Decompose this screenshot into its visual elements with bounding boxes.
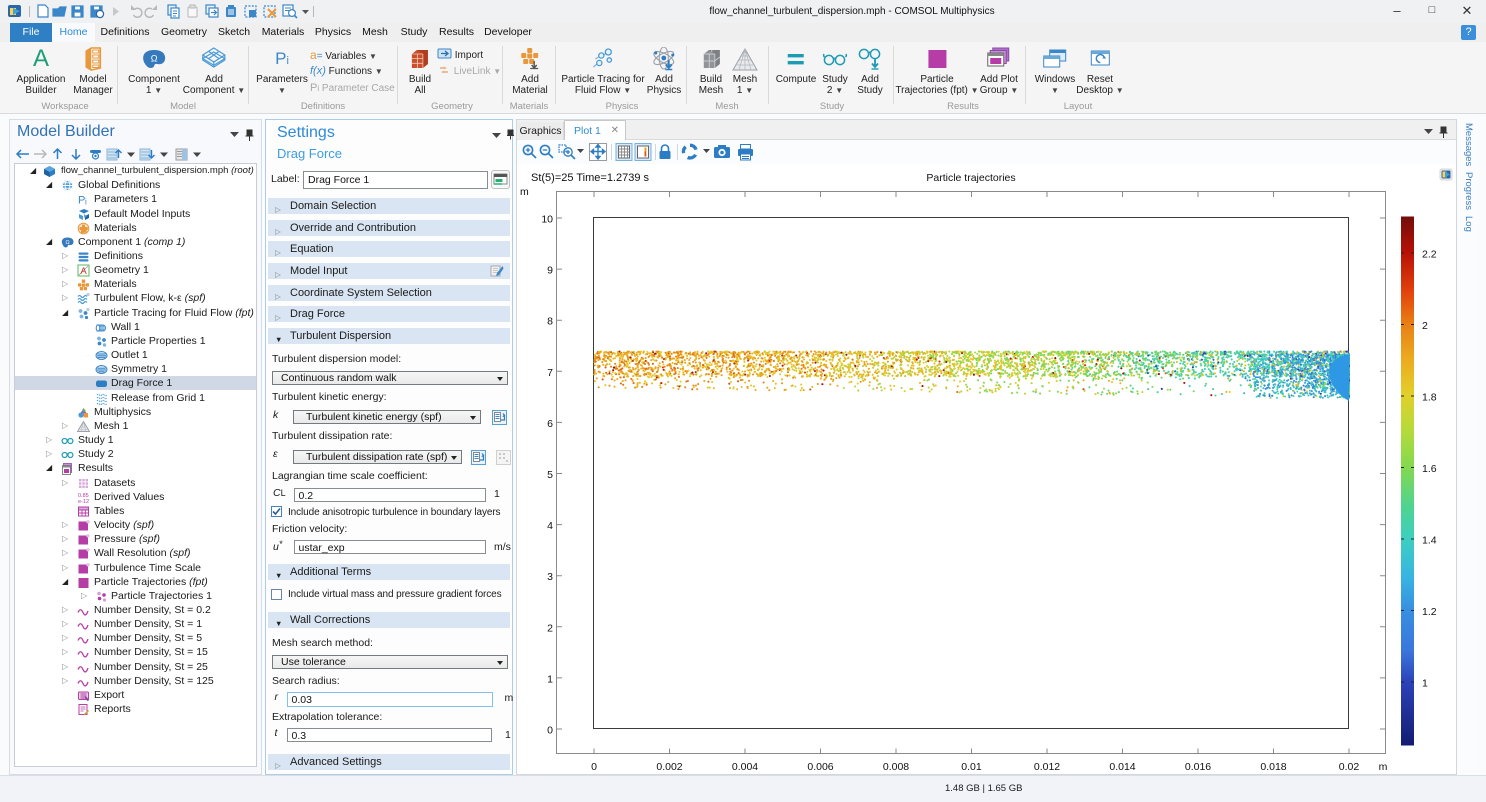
svg-text:3: 3	[547, 571, 553, 583]
svg-text:4: 4	[547, 520, 553, 532]
svg-text:0.014: 0.014	[1109, 761, 1135, 773]
svg-text:0: 0	[547, 725, 553, 737]
svg-text:P: P	[78, 195, 85, 207]
svg-text:5: 5	[547, 469, 553, 481]
svg-text:0.002: 0.002	[656, 761, 682, 773]
svg-text:10: 10	[541, 214, 553, 226]
svg-text:0.012: 0.012	[1034, 761, 1060, 773]
svg-text:0.02: 0.02	[1339, 761, 1360, 773]
svg-text:0.85: 0.85	[78, 493, 89, 499]
svg-text:8: 8	[547, 316, 553, 328]
svg-text:St(5)=25 Time=1.2739 s: St(5)=25 Time=1.2739 s	[531, 172, 650, 184]
svg-text:0.018: 0.018	[1260, 761, 1286, 773]
svg-text:0.01: 0.01	[961, 761, 982, 773]
svg-text:e-12: e-12	[78, 499, 89, 504]
svg-text:m: m	[520, 186, 529, 198]
svg-text:0.004: 0.004	[732, 761, 758, 773]
svg-text:A: A	[80, 266, 87, 277]
svg-text:m: m	[1379, 761, 1388, 773]
svg-text:9: 9	[547, 265, 553, 277]
svg-text:0.008: 0.008	[883, 761, 909, 773]
svg-text:2: 2	[547, 622, 553, 634]
svg-text:0.006: 0.006	[807, 761, 833, 773]
svg-text:Particle trajectories: Particle trajectories	[926, 172, 1015, 184]
svg-text:7: 7	[547, 367, 553, 379]
svg-text:i: i	[85, 198, 87, 207]
svg-text:Ω: Ω	[151, 54, 158, 64]
svg-text:Ω: Ω	[65, 240, 69, 246]
svg-text:6: 6	[547, 418, 553, 430]
svg-text:1: 1	[547, 673, 553, 685]
svg-text:0.016: 0.016	[1185, 761, 1211, 773]
svg-text:0: 0	[591, 761, 597, 773]
